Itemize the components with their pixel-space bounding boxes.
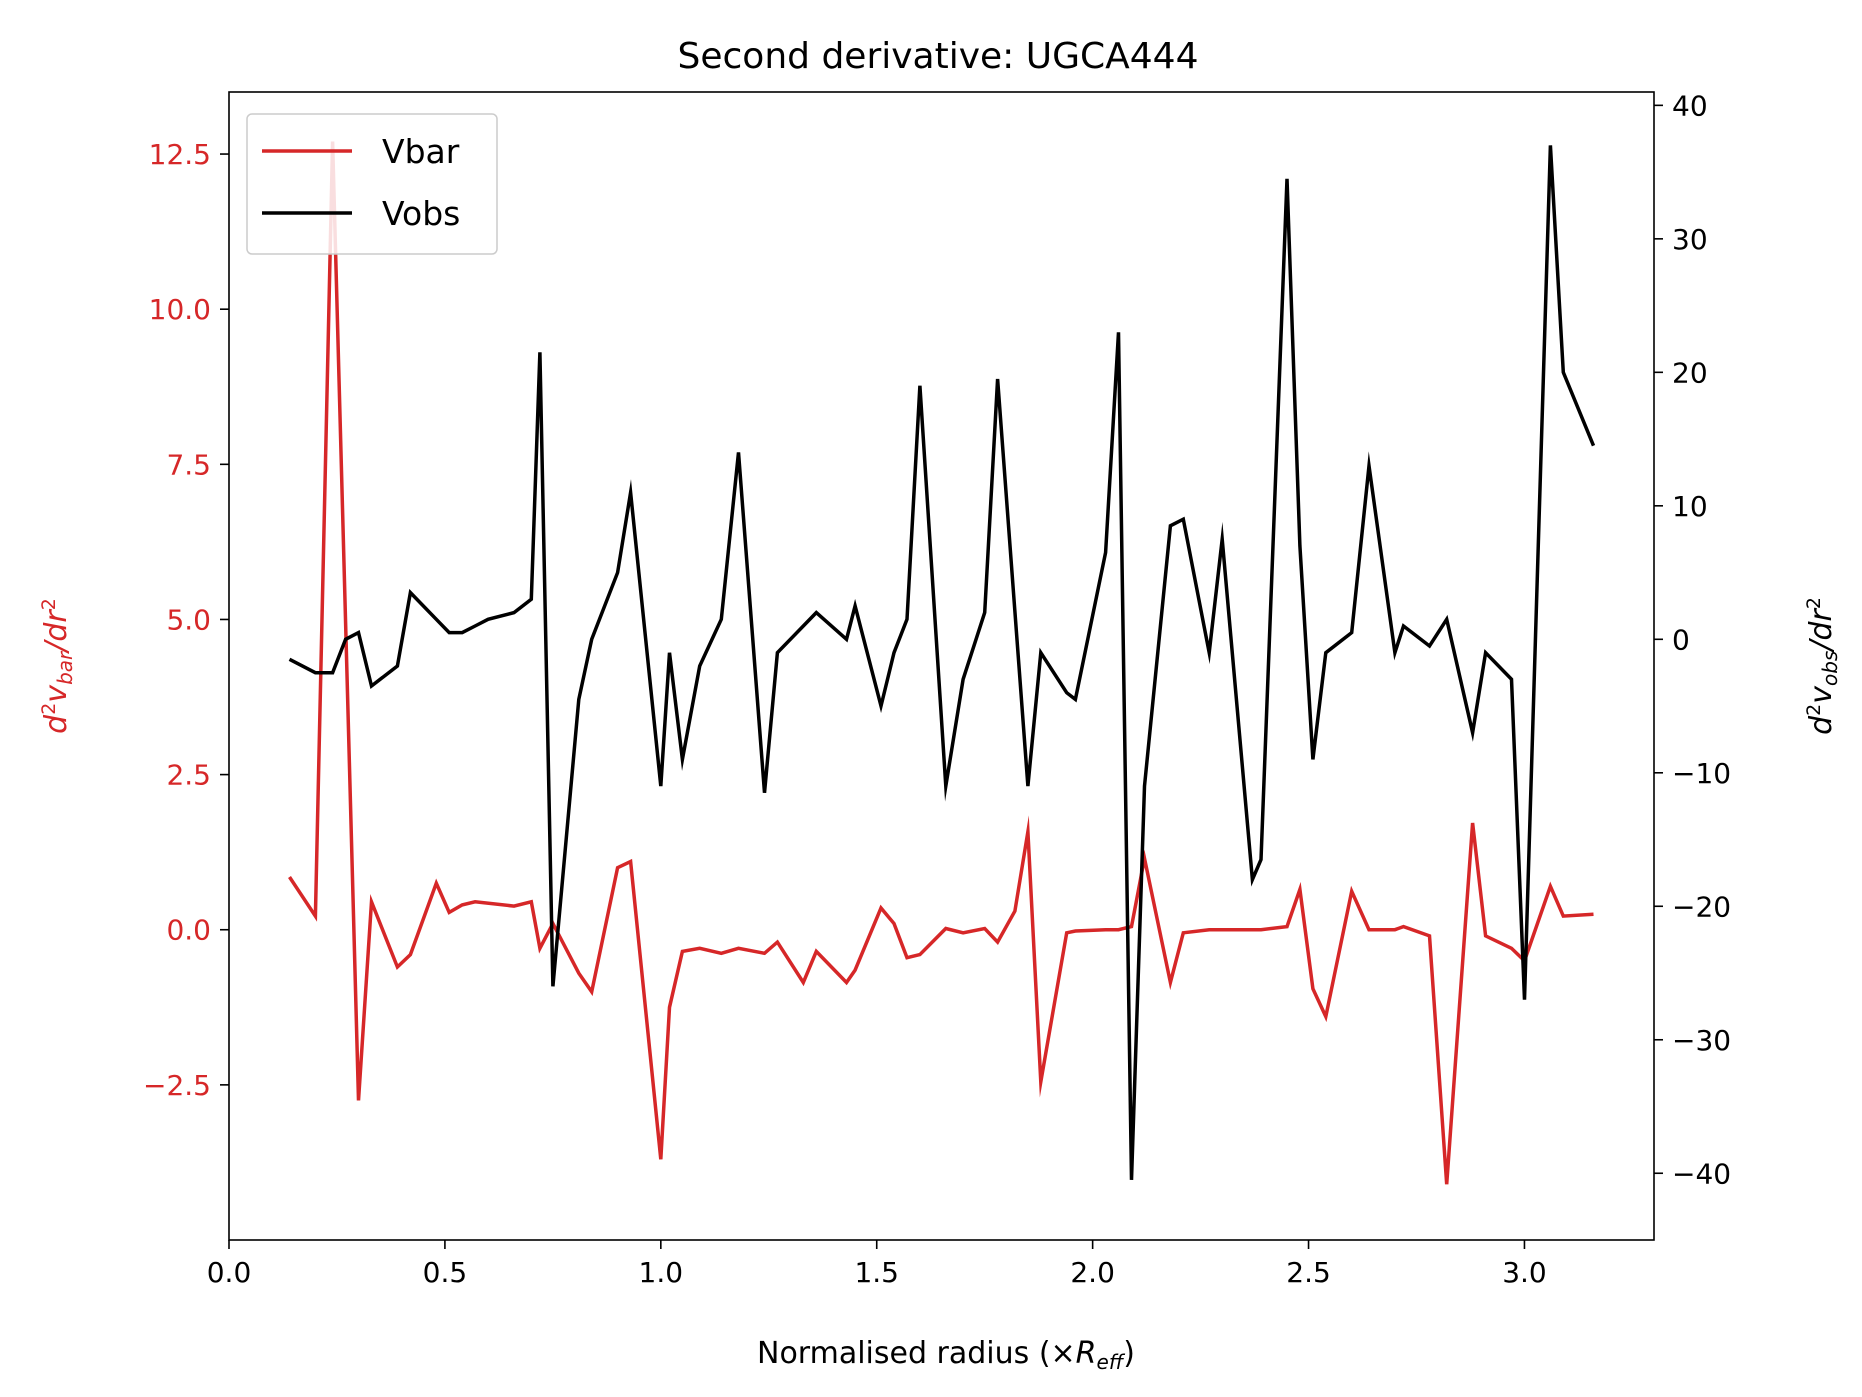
left-y-tick-label: 7.5 — [166, 448, 211, 481]
left-y-axis-ticks: −2.5 0.0 2.5 5.0 7.5 10.0 12.5 — [143, 138, 229, 1102]
right-y-tick-label: 40 — [1672, 89, 1708, 122]
right-y-tick-label: 20 — [1672, 356, 1708, 389]
right-y-axis-label: d2vobs/dr2 — [1803, 597, 1842, 735]
x-tick-label: 2.5 — [1286, 1256, 1331, 1289]
series-line-vbar — [288, 141, 1594, 1185]
series-layer — [288, 141, 1596, 1185]
left-y-tick-label: −2.5 — [143, 1069, 211, 1102]
legend-label-vobs: Vobs — [382, 194, 460, 233]
left-y-tick-label: 5.0 — [166, 603, 211, 636]
x-tick-label: 2.0 — [1070, 1256, 1115, 1289]
x-axis-ticks: 0.0 0.5 1.0 1.5 2.0 2.5 3.0 — [207, 1240, 1547, 1289]
left-y-tick-label: 2.5 — [166, 759, 211, 792]
left-y-tick-label: 10.0 — [149, 293, 211, 326]
legend-box — [246, 113, 498, 255]
right-y-tick-label: 10 — [1672, 490, 1708, 523]
plot-frame — [228, 91, 1655, 1241]
right-y-tick-label: −40 — [1672, 1157, 1731, 1190]
right-y-axis-ticks: −40 −30 −20 −10 0 10 20 30 40 — [1654, 89, 1731, 1190]
left-y-tick-label: 12.5 — [149, 138, 211, 171]
legend-label-vbar: Vbar — [382, 132, 460, 171]
x-tick-label: 1.5 — [854, 1256, 899, 1289]
x-tick-label: 0.0 — [207, 1256, 252, 1289]
right-y-tick-label: 30 — [1672, 223, 1708, 256]
right-y-tick-label: −20 — [1672, 890, 1731, 923]
right-y-tick-label: −30 — [1672, 1024, 1731, 1057]
chart-title: Second derivative: UGCA444 — [678, 36, 1199, 77]
series-line-vobs — [288, 145, 1596, 1180]
right-y-tick-label: 0 — [1672, 623, 1690, 656]
legend: Vbar Vobs — [246, 113, 498, 255]
x-tick-label: 1.0 — [639, 1256, 684, 1289]
plot-area — [228, 91, 1655, 1241]
x-tick-label: 3.0 — [1502, 1256, 1547, 1289]
x-tick-label: 0.5 — [423, 1256, 468, 1289]
x-axis-label: Normalised radius (×Reff) — [757, 1336, 1135, 1374]
left-y-axis-label: d2vbar/dr2 — [38, 598, 77, 734]
left-y-tick-label: 0.0 — [166, 914, 211, 947]
right-y-tick-label: −10 — [1672, 757, 1731, 790]
